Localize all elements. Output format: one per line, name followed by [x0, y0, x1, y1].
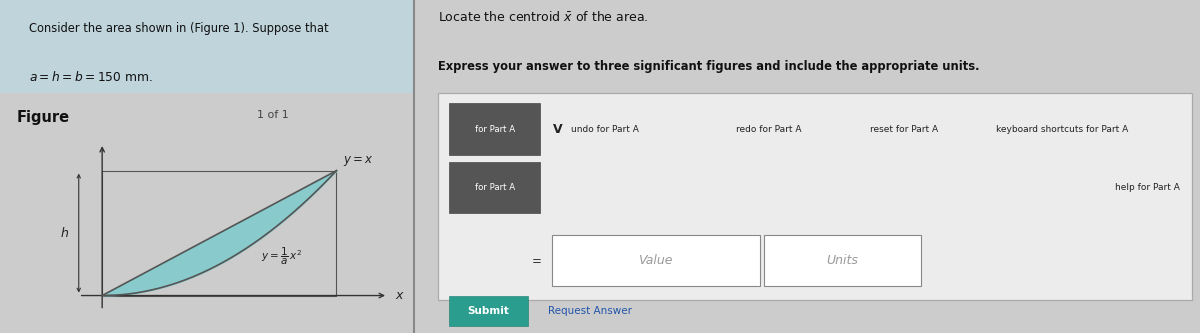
Text: $h$: $h$ — [60, 226, 70, 240]
Bar — [552, 235, 760, 286]
Text: Units: Units — [827, 254, 858, 267]
Bar — [763, 235, 920, 286]
Bar — [449, 162, 540, 213]
Text: reset for Part A: reset for Part A — [870, 125, 938, 134]
Text: for Part A: for Part A — [474, 125, 515, 134]
Text: Consider the area shown in (Figure 1). Suppose that: Consider the area shown in (Figure 1). S… — [29, 22, 329, 35]
Bar — [438, 93, 1192, 300]
Text: $a = h = b = 150\ \mathrm{mm}.$: $a = h = b = 150\ \mathrm{mm}.$ — [29, 70, 152, 84]
Text: $y = \dfrac{1}{a}\,x^2$: $y = \dfrac{1}{a}\,x^2$ — [262, 246, 302, 267]
Text: redo for Part A: redo for Part A — [737, 125, 802, 134]
Text: undo for Part A: undo for Part A — [571, 125, 640, 134]
Bar — [449, 103, 540, 155]
Text: Locate the centroid $\bar{x}$ of the area.: Locate the centroid $\bar{x}$ of the are… — [438, 10, 648, 24]
Text: help for Part A: help for Part A — [1116, 183, 1181, 192]
Bar — [449, 296, 528, 326]
Text: Value: Value — [638, 254, 673, 267]
Text: keyboard shortcuts for Part A: keyboard shortcuts for Part A — [996, 125, 1128, 134]
Text: $y = x$: $y = x$ — [343, 154, 374, 168]
Text: $x$: $x$ — [395, 289, 404, 302]
Text: for Part A: for Part A — [474, 183, 515, 192]
Text: 1 of 1: 1 of 1 — [257, 110, 288, 120]
Text: $\mathbf{V}$: $\mathbf{V}$ — [552, 123, 563, 136]
Bar — [0, 0, 414, 93]
Text: Submit: Submit — [468, 306, 510, 316]
Text: Figure: Figure — [17, 110, 70, 125]
Text: Express your answer to three significant figures and include the appropriate uni: Express your answer to three significant… — [438, 60, 979, 73]
Text: Request Answer: Request Answer — [547, 306, 631, 316]
Text: $=$: $=$ — [529, 253, 542, 266]
